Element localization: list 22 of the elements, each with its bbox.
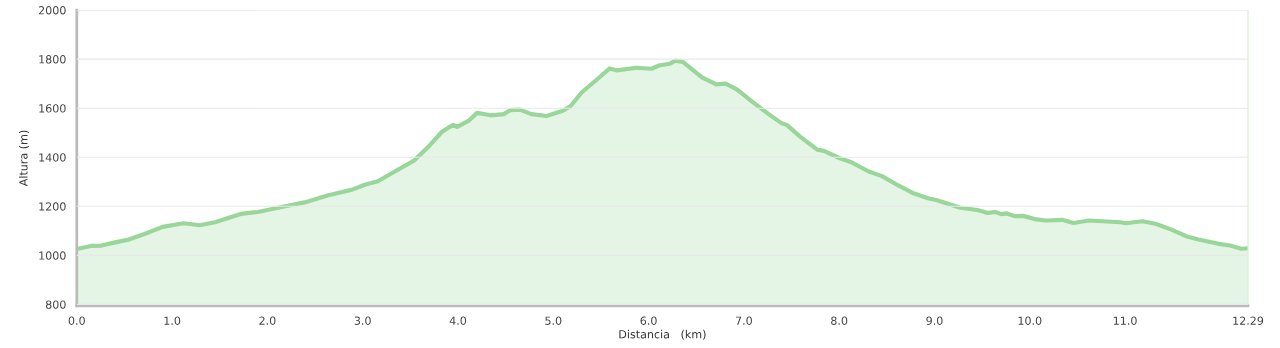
y-tick-label: 2000 [38,6,66,15]
x-tick-label: 8.0 [831,316,848,325]
x-tick-label: 0.0 [68,316,85,325]
y-tick-label: 1600 [39,104,66,113]
x-tick-label: 11.0 [1113,316,1137,325]
x-tick-label: 12.29 [1233,316,1264,325]
x-tick-label: 7.0 [735,316,752,325]
x-tick-label: 6.0 [640,316,657,325]
x-tick-label: 9.0 [926,316,943,325]
y-tick-label: 1400 [39,153,66,162]
x-tick-label: 3.0 [354,316,371,325]
x-tick-label: 10.0 [1018,316,1042,325]
y-tick-label: 1800 [39,55,66,64]
y-tick-label: 1200 [39,202,66,211]
y-axis-title: Altura (m) [19,130,29,187]
x-tick-label: 2.0 [259,316,276,325]
y-tick-label: 800 [45,300,66,309]
x-tick-label: 4.0 [449,316,467,325]
x-axis-title: Distancia (km) [619,329,706,340]
x-tick-label: 1.0 [164,316,181,325]
y-tick-label: 1000 [39,251,66,260]
x-tick-label: 5.0 [545,316,562,325]
